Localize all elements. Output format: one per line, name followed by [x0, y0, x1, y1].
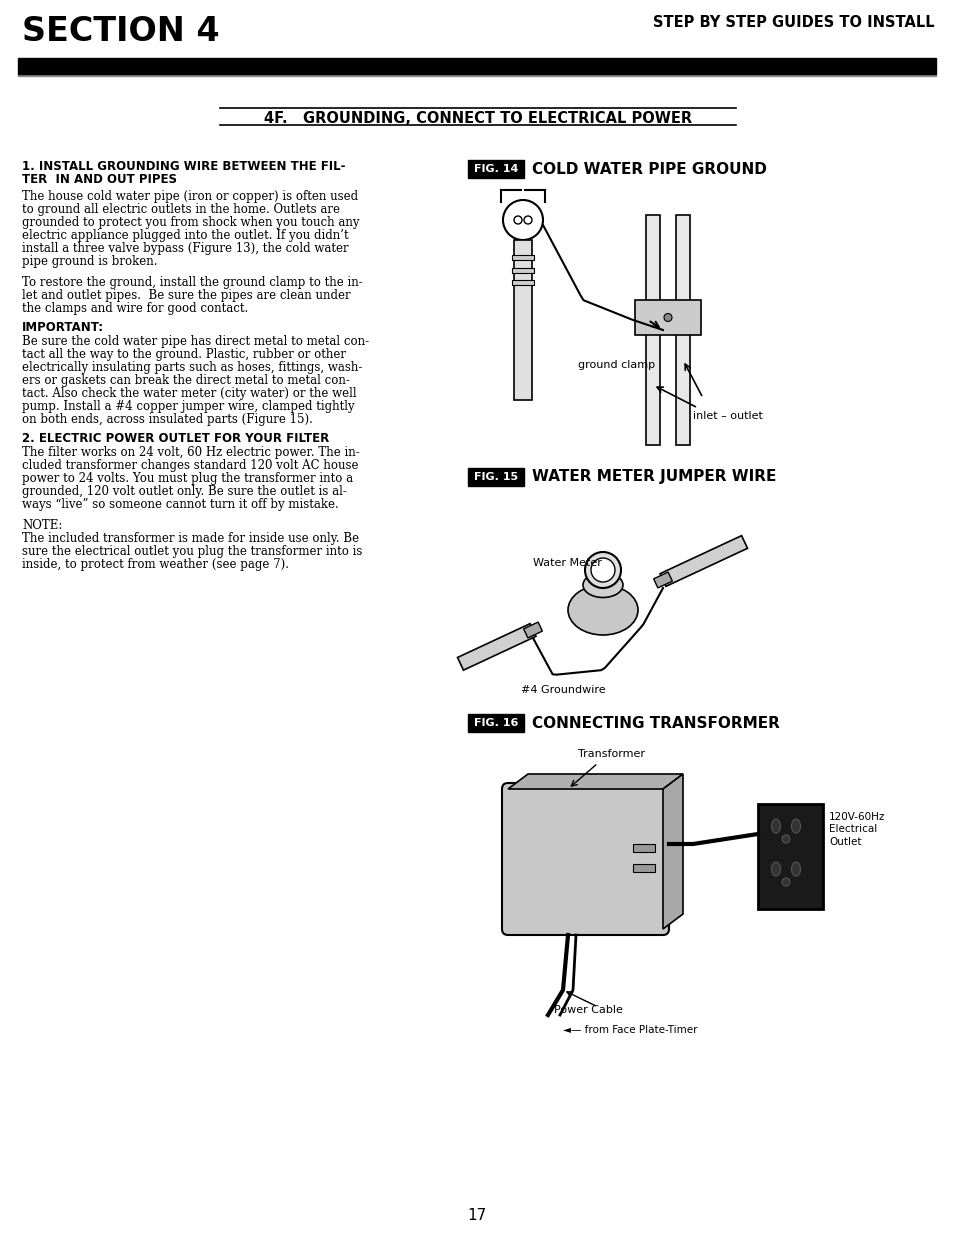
Text: 1. INSTALL GROUNDING WIRE BETWEEN THE FIL-: 1. INSTALL GROUNDING WIRE BETWEEN THE FI…	[22, 161, 345, 173]
Polygon shape	[457, 624, 536, 671]
Text: Be sure the cold water pipe has direct metal to metal con-: Be sure the cold water pipe has direct m…	[22, 335, 369, 348]
Text: 120V-60Hz
Electrical
Outlet: 120V-60Hz Electrical Outlet	[828, 811, 884, 847]
Text: ◄— from Face Plate-Timer: ◄— from Face Plate-Timer	[562, 1025, 697, 1035]
Bar	[645, 215, 659, 445]
Bar	[512, 254, 534, 261]
Circle shape	[781, 878, 789, 885]
Text: FIG. 16: FIG. 16	[474, 718, 517, 727]
Bar	[512, 268, 534, 273]
Circle shape	[663, 314, 671, 321]
Bar	[523, 622, 542, 638]
Text: NOTE:: NOTE:	[22, 519, 62, 532]
Polygon shape	[662, 774, 682, 929]
Text: TER  IN AND OUT PIPES: TER IN AND OUT PIPES	[22, 173, 177, 186]
Text: FIG. 14: FIG. 14	[474, 164, 517, 174]
Bar	[514, 240, 532, 400]
Circle shape	[781, 835, 789, 844]
Ellipse shape	[567, 585, 638, 635]
Text: FIG. 15: FIG. 15	[474, 472, 517, 482]
Text: electric appliance plugged into the outlet. If you didn’t: electric appliance plugged into the outl…	[22, 228, 348, 242]
Text: tact all the way to the ground. Plastic, rubber or other: tact all the way to the ground. Plastic,…	[22, 348, 346, 361]
Bar	[633, 864, 655, 872]
Bar	[633, 844, 655, 852]
Text: 17: 17	[467, 1208, 486, 1223]
Text: inside, to protect from weather (see page 7).: inside, to protect from weather (see pag…	[22, 558, 289, 571]
Text: to ground all electric outlets in the home. Outlets are: to ground all electric outlets in the ho…	[22, 203, 339, 216]
Bar	[18, 74, 935, 77]
FancyBboxPatch shape	[501, 783, 668, 935]
Text: ers or gaskets can break the direct metal to metal con-: ers or gaskets can break the direct meta…	[22, 374, 350, 387]
Bar	[635, 300, 700, 335]
Bar	[18, 58, 935, 74]
Text: Power Cable: Power Cable	[553, 1005, 621, 1015]
Text: #4 Groundwire: #4 Groundwire	[520, 685, 604, 695]
Text: Water Meter: Water Meter	[533, 558, 601, 568]
Bar	[468, 161, 523, 178]
Text: the clamps and wire for good contact.: the clamps and wire for good contact.	[22, 303, 248, 315]
Circle shape	[590, 558, 615, 582]
Text: STEP BY STEP GUIDES TO INSTALL: STEP BY STEP GUIDES TO INSTALL	[653, 15, 934, 30]
Text: IMPORTANT:: IMPORTANT:	[22, 321, 104, 333]
Text: pipe ground is broken.: pipe ground is broken.	[22, 254, 157, 268]
Text: WATER METER JUMPER WIRE: WATER METER JUMPER WIRE	[532, 469, 776, 484]
Ellipse shape	[771, 819, 780, 832]
Text: grounded, 120 volt outlet only. Be sure the outlet is al-: grounded, 120 volt outlet only. Be sure …	[22, 485, 347, 498]
Ellipse shape	[771, 862, 780, 876]
Bar	[758, 804, 822, 909]
Text: let and outlet pipes.  Be sure the pipes are clean under: let and outlet pipes. Be sure the pipes …	[22, 289, 351, 303]
Text: inlet – outlet: inlet – outlet	[692, 411, 762, 421]
Text: SECTION 4: SECTION 4	[22, 15, 219, 48]
Text: tact. Also check the water meter (city water) or the well: tact. Also check the water meter (city w…	[22, 387, 356, 400]
Text: COLD WATER PIPE GROUND: COLD WATER PIPE GROUND	[532, 162, 766, 177]
Text: ground clamp: ground clamp	[578, 359, 655, 370]
Text: CONNECTING TRANSFORMER: CONNECTING TRANSFORMER	[532, 715, 779, 730]
Bar	[468, 714, 523, 732]
Text: power to 24 volts. You must plug the transformer into a: power to 24 volts. You must plug the tra…	[22, 472, 353, 485]
Text: pump. Install a #4 copper jumper wire, clamped tightly: pump. Install a #4 copper jumper wire, c…	[22, 400, 355, 412]
Bar	[676, 215, 689, 445]
Text: ways “live” so someone cannot turn it off by mistake.: ways “live” so someone cannot turn it of…	[22, 498, 338, 511]
Text: The house cold water pipe (iron or copper) is often used: The house cold water pipe (iron or coppe…	[22, 190, 357, 203]
Text: The included transformer is made for inside use only. Be: The included transformer is made for ins…	[22, 532, 358, 545]
Text: 2. ELECTRIC POWER OUTLET FOR YOUR FILTER: 2. ELECTRIC POWER OUTLET FOR YOUR FILTER	[22, 432, 329, 445]
Text: The filter works on 24 volt, 60 Hz electric power. The in-: The filter works on 24 volt, 60 Hz elect…	[22, 446, 359, 459]
Text: To restore the ground, install the ground clamp to the in-: To restore the ground, install the groun…	[22, 275, 362, 289]
Text: electrically insulating parts such as hoses, fittings, wash-: electrically insulating parts such as ho…	[22, 361, 362, 374]
Bar	[468, 468, 523, 487]
Polygon shape	[507, 774, 682, 789]
Bar	[653, 572, 672, 588]
Ellipse shape	[791, 862, 800, 876]
Text: 4F.   GROUNDING, CONNECT TO ELECTRICAL POWER: 4F. GROUNDING, CONNECT TO ELECTRICAL POW…	[264, 111, 691, 126]
Ellipse shape	[582, 573, 622, 598]
Text: sure the electrical outlet you plug the transformer into is: sure the electrical outlet you plug the …	[22, 545, 362, 558]
Text: Transformer: Transformer	[578, 748, 644, 760]
Ellipse shape	[791, 819, 800, 832]
Circle shape	[584, 552, 620, 588]
Text: on both ends, across insulated parts (Figure 15).: on both ends, across insulated parts (Fi…	[22, 412, 313, 426]
Text: install a three valve bypass (Figure 13), the cold water: install a three valve bypass (Figure 13)…	[22, 242, 348, 254]
Text: cluded transformer changes standard 120 volt AC house: cluded transformer changes standard 120 …	[22, 459, 358, 472]
Text: grounded to protect you from shock when you touch any: grounded to protect you from shock when …	[22, 216, 359, 228]
Bar	[512, 280, 534, 285]
Polygon shape	[659, 536, 747, 587]
